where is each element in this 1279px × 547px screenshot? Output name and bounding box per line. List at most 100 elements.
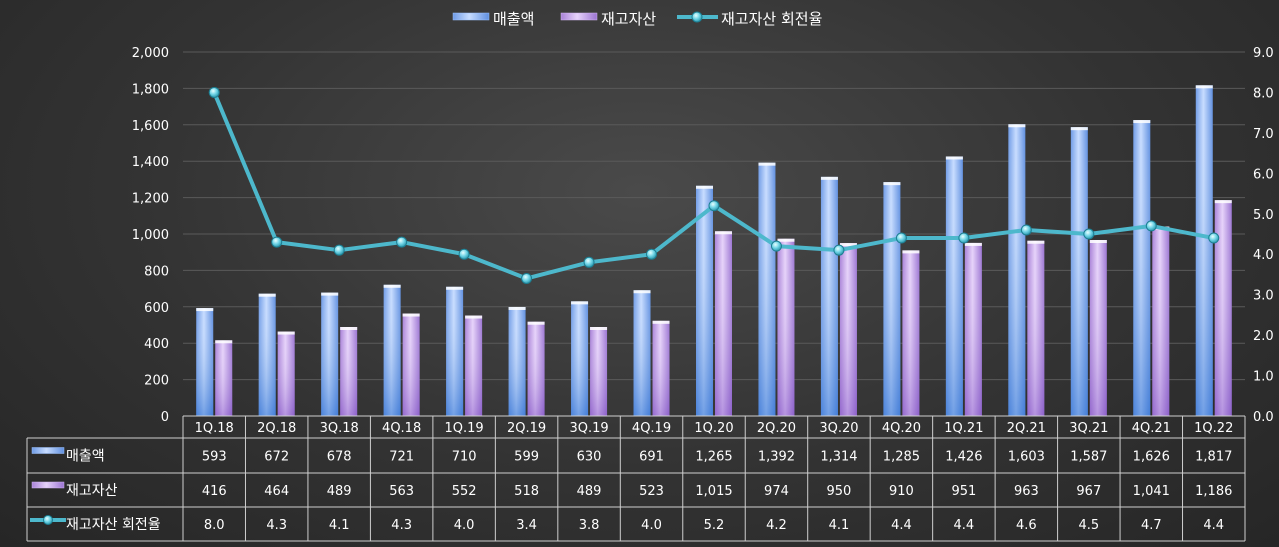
bar-sales-shade xyxy=(1133,120,1151,417)
y-left-tick-label: 1,400 xyxy=(132,155,169,170)
bar-inventory-top xyxy=(277,331,295,335)
data-table: 1Q.18 2Q.18 3Q.18 4Q.18 1Q.19 2Q.19 3Q.19 4Q.19… xyxy=(26,415,1246,542)
table-cell: 5.2 xyxy=(704,518,725,533)
turnover-point xyxy=(521,272,533,284)
x-tick-label: 2Q.20 xyxy=(757,421,796,436)
legend-item-sales[interactable]: 매출액 xyxy=(452,10,534,28)
bar-inventory-top xyxy=(215,340,233,344)
table-row-label: 재고자산 xyxy=(66,483,118,499)
bar-sales-shade xyxy=(696,185,713,416)
table-cell: 1,314 xyxy=(820,450,857,465)
bar-sales-shade xyxy=(1070,127,1088,416)
bar-sales-top xyxy=(196,308,214,312)
table-cell: 1,041 xyxy=(1133,484,1170,499)
table-cell: 599 xyxy=(514,450,539,465)
table-row-label: 재고자산 회전율 xyxy=(66,517,161,533)
table-cell: 4.4 xyxy=(891,518,912,533)
turnover-line xyxy=(208,86,1220,284)
x-tick-label: 2Q.18 xyxy=(257,421,296,436)
bar-sales-shade xyxy=(1008,124,1026,416)
table-cell: 416 xyxy=(202,484,227,499)
turnover-point xyxy=(1145,220,1157,232)
table-cell: 8.0 xyxy=(204,518,225,533)
y-right-tick-label: 7.0 xyxy=(1253,127,1274,142)
legend: 매출액 재고자산 재고자산 회전율 xyxy=(452,10,822,28)
bar-sales-top xyxy=(258,293,276,297)
turnover-point xyxy=(770,240,782,252)
table-cell: 4.2 xyxy=(766,518,787,533)
table-cell: 4.0 xyxy=(641,518,662,533)
turnover-point xyxy=(1208,232,1220,244)
bar-inventory-shade xyxy=(340,327,358,416)
legend-item-turnover[interactable]: 재고자산 회전율 xyxy=(677,10,822,28)
table-cell: 1,186 xyxy=(1195,484,1232,499)
x-tick-label: 2Q.19 xyxy=(507,421,546,436)
bar-sales-top xyxy=(508,306,526,310)
table-cell: 1,392 xyxy=(758,450,795,465)
table-cell: 1,817 xyxy=(1195,450,1232,465)
bar-sales-top xyxy=(446,286,464,290)
table-cell: 4.1 xyxy=(829,518,850,533)
table-cell: 1,626 xyxy=(1133,450,1170,465)
y-right-tick-label: 3.0 xyxy=(1253,289,1274,304)
legend-marker-turnover xyxy=(691,11,703,23)
table-cell: 593 xyxy=(202,450,227,465)
table-cell: 974 xyxy=(764,484,789,499)
bar-sales-top xyxy=(1195,85,1213,89)
bar-inventory-top xyxy=(1214,200,1232,204)
table-cell: 1,426 xyxy=(945,450,982,465)
x-tick-label: 1Q.20 xyxy=(694,421,733,436)
bar-sales-top xyxy=(1133,120,1151,124)
table-cell: 4.4 xyxy=(1203,518,1224,533)
legend-label-sales: 매출액 xyxy=(493,10,534,28)
bar-inventory-shade xyxy=(715,231,732,416)
y-left-tick-label: 200 xyxy=(144,374,169,389)
x-tick-label: 1Q.21 xyxy=(944,421,983,436)
bar-sales-shade xyxy=(321,292,339,416)
bar-inventory-shade xyxy=(277,331,295,416)
turnover-point xyxy=(271,236,283,248)
table-key-inventory xyxy=(31,481,65,489)
bar-inventory-shade xyxy=(777,238,795,416)
table-cell: 4.4 xyxy=(954,518,975,533)
table-cell: 464 xyxy=(264,484,289,499)
turnover-point xyxy=(1020,224,1032,236)
table-cell: 489 xyxy=(577,484,602,499)
table-cell: 963 xyxy=(1014,484,1039,499)
bar-sales-top xyxy=(321,292,339,296)
bar-sales-shade xyxy=(196,308,214,416)
turnover-point xyxy=(708,200,720,212)
turnover-point xyxy=(1083,228,1095,240)
bar-inventory-top xyxy=(839,243,857,247)
table-cell: 3.8 xyxy=(579,518,600,533)
table-cell: 678 xyxy=(327,450,352,465)
y-axis-left: 0 200 400 600 800 1,000 1,200 1,400 1,600 1,800 2,… xyxy=(132,46,169,425)
table-cell: 1,015 xyxy=(695,484,732,499)
bar-sales-top xyxy=(383,284,401,288)
table-cell: 4.0 xyxy=(454,518,475,533)
y-right-tick-label: 1.0 xyxy=(1253,370,1274,385)
bar-inventory-top xyxy=(527,321,545,325)
bar-inventory-shade xyxy=(964,242,982,416)
y-right-tick-label: 0.0 xyxy=(1253,410,1274,425)
bar-inventory-shade xyxy=(1152,226,1170,416)
turnover-point xyxy=(958,232,970,244)
bar-inventory-top xyxy=(902,250,920,254)
table-cell: 518 xyxy=(514,484,539,499)
bar-sales-shade xyxy=(1195,85,1213,416)
table-cell: 672 xyxy=(264,450,289,465)
x-tick-label: 4Q.19 xyxy=(632,421,671,436)
y-left-tick-label: 400 xyxy=(144,337,169,352)
bar-sales-shade xyxy=(571,301,589,416)
table-cell: 552 xyxy=(452,484,477,499)
table-row-label: 매출액 xyxy=(66,449,105,465)
bar-inventory-shade xyxy=(839,243,857,416)
table-cell: 489 xyxy=(327,484,352,499)
y-left-tick-label: 1,800 xyxy=(132,82,169,97)
legend-item-inventory[interactable]: 재고자산 xyxy=(560,10,656,28)
bar-inventory-top xyxy=(465,315,483,319)
bar-inventory-shade xyxy=(652,320,670,416)
table-cell: 4.3 xyxy=(391,518,412,533)
bar-inventory-top xyxy=(402,313,420,317)
bar-sales-top xyxy=(820,176,838,180)
